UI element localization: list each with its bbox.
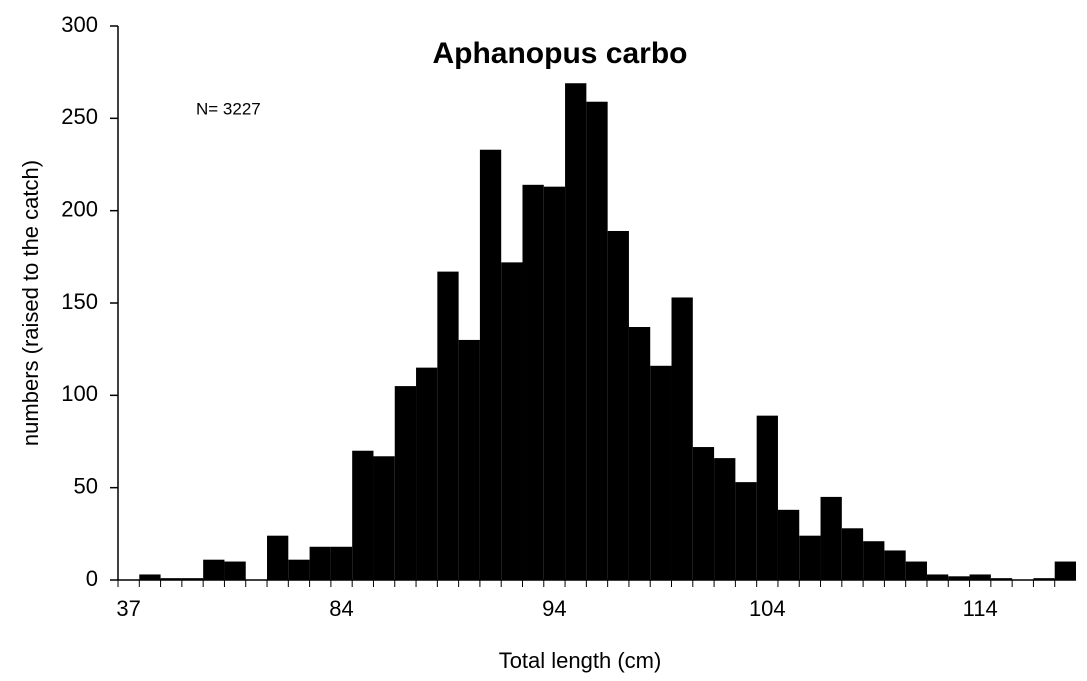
bar [352,450,374,580]
x-tick-label: 37 [116,596,140,621]
bar [671,297,693,580]
bar [799,535,821,580]
x-tick-label: 84 [329,596,353,621]
bar [139,574,161,580]
bar [905,561,927,580]
bar [373,456,395,580]
bar [607,230,629,581]
bar [543,186,566,580]
bar [501,262,523,580]
bar [926,574,949,580]
x-axis-label: Total length (cm) [499,648,662,673]
bar [1054,561,1076,580]
bar [692,447,715,580]
y-tick-label: 200 [61,196,98,221]
bar [437,271,459,580]
bar [586,101,608,581]
bar [565,83,587,580]
bar [714,458,736,580]
bar [841,528,864,580]
bar [628,327,651,580]
bar [948,576,970,580]
bar [863,541,885,580]
bar [203,559,225,580]
y-tick-label: 150 [61,289,98,314]
y-tick-label: 0 [86,566,98,591]
bar [777,509,800,580]
chart-title: Aphanopus carbo [432,37,687,70]
annotation: N= 3227 [196,99,261,118]
bar [522,184,544,580]
bar [416,367,438,580]
bar [969,574,991,580]
bar [288,559,310,580]
bar [650,365,672,580]
y-axis-label: numbers (raised to the catch) [18,160,43,446]
bar [394,386,417,580]
x-tick-label: 114 [963,596,998,621]
bar [735,482,757,580]
bar [224,561,246,580]
y-tick-label: 100 [61,381,98,406]
bar [181,578,204,580]
bar [479,149,502,580]
bar [160,578,182,580]
x-tick-label: 104 [749,596,786,621]
bar [330,546,353,580]
bar [1033,578,1055,580]
bar [756,415,778,580]
y-tick-label: 300 [61,12,98,37]
x-tick-label: 94 [542,596,566,621]
y-tick-label: 250 [61,104,98,129]
bar [990,578,1013,580]
bar [884,550,906,580]
y-tick-label: 50 [74,473,98,498]
bar [820,496,842,580]
bar [309,546,331,580]
bar [458,339,480,580]
bar [267,535,289,580]
